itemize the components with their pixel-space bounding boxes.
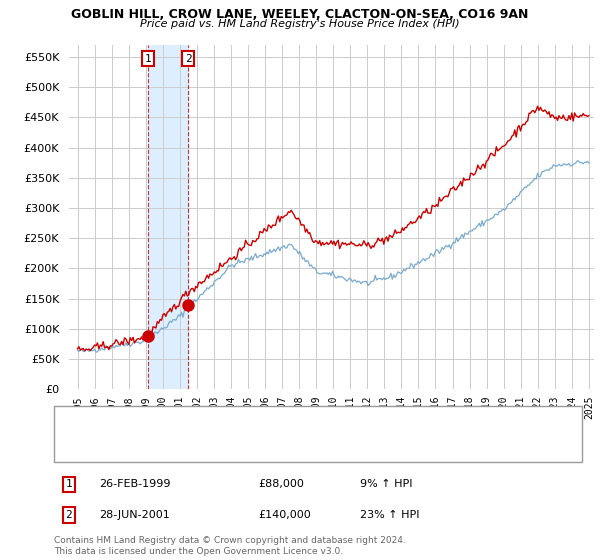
Text: £140,000: £140,000 [258, 510, 311, 520]
Text: GOBLIN HILL, CROW LANE, WEELEY, CLACTON-ON-SEA, CO16 9AN (detached house): GOBLIN HILL, CROW LANE, WEELEY, CLACTON-… [102, 417, 542, 427]
Bar [148, 45, 188, 389]
Text: 28-JUN-2001: 28-JUN-2001 [99, 510, 170, 520]
Text: Contains HM Land Registry data © Crown copyright and database right 2024.
This d: Contains HM Land Registry data © Crown c… [54, 536, 406, 556]
Text: £88,000: £88,000 [258, 479, 304, 489]
Text: 26-FEB-1999: 26-FEB-1999 [99, 479, 170, 489]
Text: 1: 1 [145, 54, 152, 64]
Text: HPI: Average price, detached house, Tendring: HPI: Average price, detached house, Tend… [102, 441, 340, 451]
Text: 9% ↑ HPI: 9% ↑ HPI [360, 479, 413, 489]
Text: Price paid vs. HM Land Registry's House Price Index (HPI): Price paid vs. HM Land Registry's House … [140, 19, 460, 29]
Text: 2: 2 [185, 54, 191, 64]
Text: 1: 1 [65, 479, 73, 489]
Text: 23% ↑ HPI: 23% ↑ HPI [360, 510, 419, 520]
Text: GOBLIN HILL, CROW LANE, WEELEY, CLACTON-ON-SEA, CO16 9AN: GOBLIN HILL, CROW LANE, WEELEY, CLACTON-… [71, 8, 529, 21]
Text: 2: 2 [65, 510, 73, 520]
